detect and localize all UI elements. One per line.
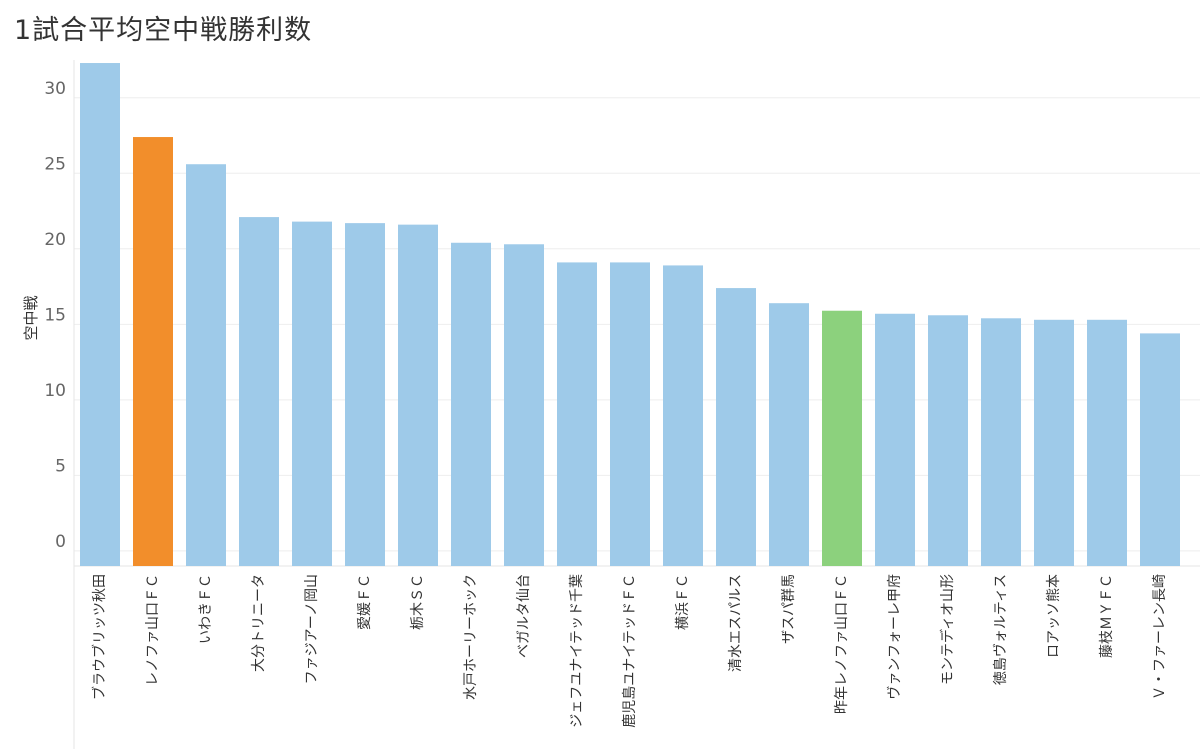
bar-19[interactable] [1034,319,1074,566]
y-tick-label-10: 10 [44,381,66,401]
x-tick-label-8: 水戸ホーリーホック [463,574,479,700]
x-tick-label-21: Ｖ・ファーレン長崎 [1152,574,1168,700]
bar-5[interactable] [292,221,332,566]
x-tick-label-7: 栃木ＳＣ [410,574,426,630]
y-tick-label-30: 30 [44,79,66,99]
x-tick-label-1: ブラウブリッツ秋田 [91,574,108,700]
chart-title: 1試合平均空中戦勝利数 [14,15,313,46]
x-tick-label-18: 徳島ヴォルティス [992,574,1009,685]
x-tick-label-3: いわきＦＣ [198,574,214,644]
bar-12[interactable] [663,265,703,566]
x-tick-label-2: レノファ山口ＦＣ [145,574,161,686]
bar-6[interactable] [345,223,385,566]
y-tick-label-20: 20 [44,230,66,250]
x-tick-label-15: 昨年レノファ山口ＦＣ [834,574,850,714]
bar-18[interactable] [981,318,1021,566]
y-tick-label-5: 5 [55,456,66,476]
x-tick-label-9: ベガルタ仙台 [516,574,532,658]
bar-16[interactable] [875,313,915,566]
x-tick-label-6: 愛媛ＦＣ [357,574,373,630]
bar-9[interactable] [504,244,544,566]
x-tick-label-4: 大分トリニータ [251,574,267,672]
bar-2[interactable] [133,137,173,566]
x-tick-label-20: 藤枝ＭＹＦＣ [1099,574,1115,658]
x-tick-label-13: 清水エスパルス [728,574,744,672]
x-tick-label-12: 横浜ＦＣ [675,574,691,630]
y-tick-label-25: 25 [44,154,66,174]
x-tick-label-16: ヴァンフォーレ甲府 [886,574,903,700]
bar-1[interactable] [80,63,120,566]
bar-13[interactable] [716,288,756,566]
bar-10[interactable] [557,262,597,566]
bar-14[interactable] [769,303,809,566]
bar-15[interactable] [822,310,862,566]
y-axis-title: 空中戦 [22,295,40,340]
bar-3[interactable] [186,164,226,567]
bar-11[interactable] [610,262,650,566]
bars [80,63,1180,567]
x-tick-label-17: モンテディオ山形 [939,574,956,685]
y-axis-ticks: 0 5 10 15 20 25 30 [44,79,66,552]
bar-7[interactable] [398,224,438,567]
bar-21[interactable] [1140,333,1180,566]
bar-4[interactable] [239,217,279,567]
x-tick-label-14: ザスパ群馬 [781,574,797,644]
x-tick-label-5: ファジアーノ岡山 [304,574,320,684]
bar-20[interactable] [1087,319,1127,566]
bar-8[interactable] [451,242,491,567]
x-axis-labels: ブラウブリッツ秋田 レノファ山口ＦＣ いわきＦＣ 大分トリニータ ファジアーノ岡山 愛媛Ｆ… [91,574,1168,728]
x-tick-label-11: 鹿児島ユナイテッドＦＣ [621,574,638,728]
bar-17[interactable] [928,315,968,566]
y-tick-label-15: 15 [44,305,66,325]
y-tick-label-0: 0 [55,532,66,552]
x-tick-label-10: ジェフユナイテッド千葉 [569,574,585,728]
x-tick-label-19: ロアッソ熊本 [1046,574,1062,658]
